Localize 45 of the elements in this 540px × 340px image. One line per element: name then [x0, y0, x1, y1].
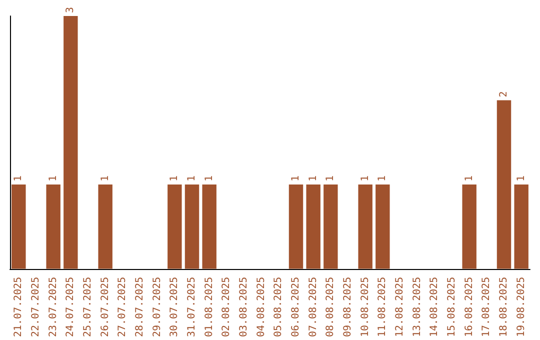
x-tick-label: 11.08.2025: [377, 276, 388, 338]
x-tick-label: 15.08.2025: [446, 276, 458, 338]
data-label: 1: [169, 176, 180, 182]
data-label: 1: [360, 176, 371, 182]
data-label: 1: [204, 176, 215, 182]
data-label: 1: [290, 176, 302, 182]
x-tick-label: 05.08.2025: [273, 276, 284, 338]
x-tick-label: 06.08.2025: [290, 276, 302, 338]
x-tick-label: 19.08.2025: [516, 276, 527, 338]
x-tick-label: 25.07.2025: [82, 276, 94, 338]
x-tick-label: 09.08.2025: [342, 276, 354, 338]
x-tick-label: 28.07.2025: [134, 276, 146, 338]
x-tick-label: 26.07.2025: [100, 276, 111, 338]
data-label: 1: [325, 176, 336, 182]
x-tick-label: 02.08.2025: [221, 276, 232, 338]
data-label: 3: [65, 6, 76, 13]
x-tick-label: 04.08.2025: [256, 276, 267, 338]
data-label: 1: [464, 176, 475, 182]
x-tick-label: 21.07.2025: [13, 276, 24, 338]
data-label: 1: [516, 176, 527, 182]
x-tick-label: 13.08.2025: [412, 276, 423, 338]
x-tick-label: 27.07.2025: [117, 276, 128, 338]
x-tick-label: 23.07.2025: [48, 276, 59, 338]
x-tick-label: 22.07.2025: [30, 276, 42, 338]
data-label: 2: [498, 91, 510, 98]
x-tick-label: 31.07.2025: [186, 276, 198, 338]
x-tick-label: 24.07.2025: [65, 276, 76, 338]
x-tick-label: 10.08.2025: [360, 276, 371, 338]
x-tick-label: 08.08.2025: [325, 276, 336, 338]
x-tick-label: 07.08.2025: [308, 276, 319, 338]
x-tick-label: 18.08.2025: [498, 276, 510, 338]
x-tick-label: 14.08.2025: [429, 276, 440, 338]
x-tick-label: 30.07.2025: [169, 276, 180, 338]
x-tick-label: 16.08.2025: [464, 276, 475, 338]
x-tick-label: 12.08.2025: [394, 276, 406, 338]
data-label: 1: [308, 176, 319, 182]
data-label: 1: [377, 176, 388, 182]
x-tick-label: 01.08.2025: [204, 276, 215, 338]
data-label: 1: [100, 176, 111, 182]
x-tick-label: 29.07.2025: [152, 276, 163, 338]
data-label: 1: [48, 176, 59, 182]
data-label: 1: [186, 176, 198, 182]
data-label: 1: [13, 176, 24, 182]
x-tick-label: 17.08.2025: [481, 276, 492, 338]
x-tick-label: 03.08.2025: [238, 276, 250, 338]
